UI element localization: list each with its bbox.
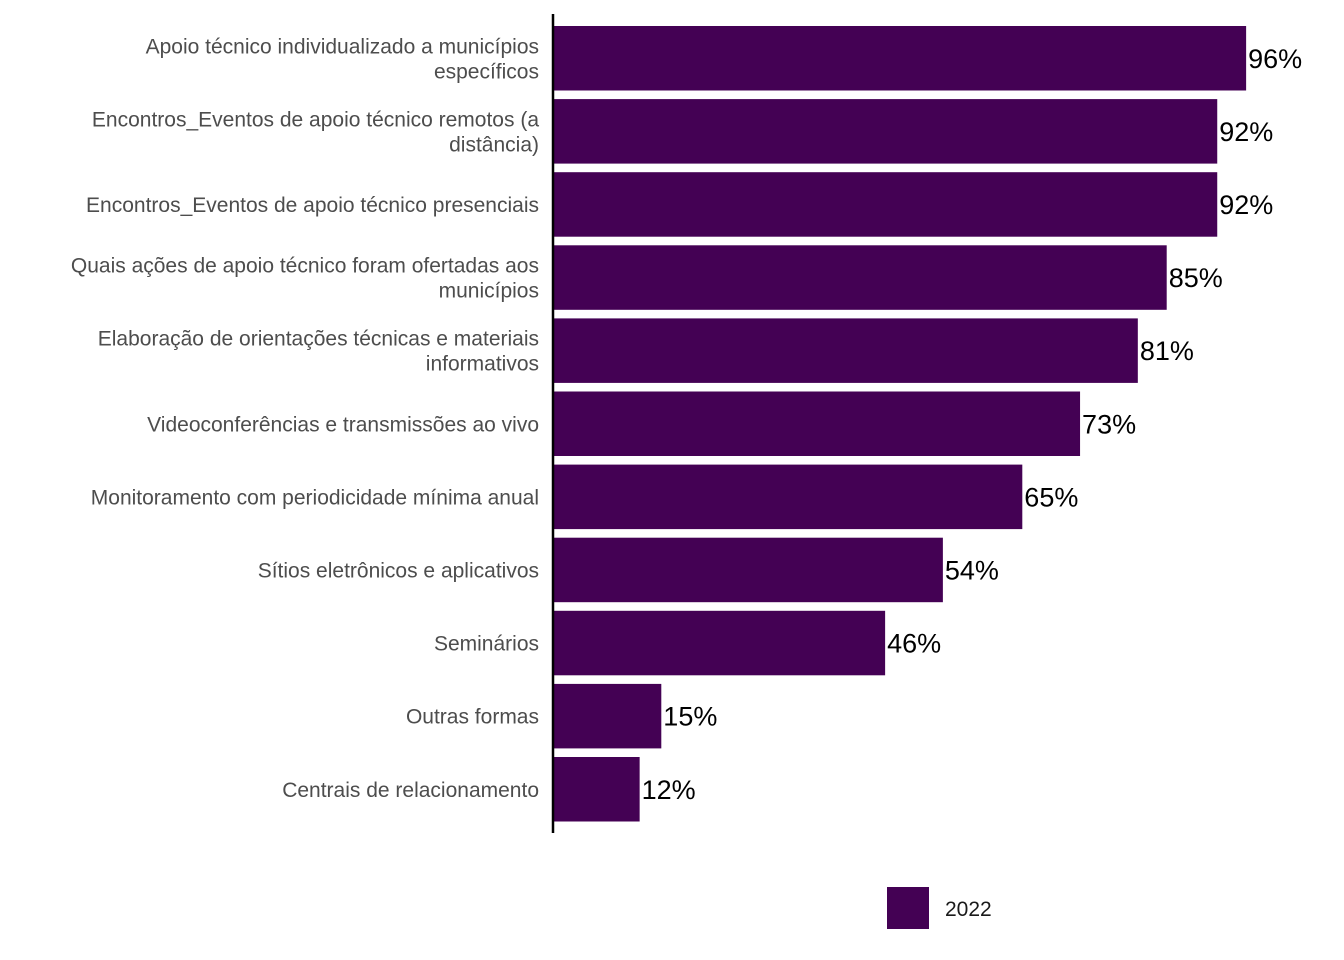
category-label: Centrais de relacionamento: [282, 779, 539, 802]
value-label: 92%: [1219, 117, 1273, 147]
bar: [553, 26, 1247, 91]
category-label: Sítios eletrônicos e aplicativos: [258, 559, 539, 582]
bar: [553, 318, 1138, 383]
category-label: Quais ações de apoio técnico foram ofert…: [71, 255, 539, 303]
category-label: Encontros_Eventos de apoio técnico prese…: [86, 194, 539, 217]
value-label: 15%: [663, 702, 717, 732]
legend: 2022: [887, 887, 992, 929]
value-label: 54%: [945, 555, 999, 585]
value-label: 46%: [887, 629, 941, 659]
category-label: Apoio técnico individualizado a municípi…: [146, 35, 539, 83]
value-label: 81%: [1140, 336, 1194, 366]
category-label-line: Elaboração de orientações técnicas e mat…: [98, 328, 539, 351]
category-label-line: distância): [449, 133, 539, 156]
bar: [553, 683, 662, 749]
category-label-line: Seminários: [434, 633, 539, 656]
category-label: Videoconferências e transmissões ao vivo: [147, 413, 539, 436]
category-label: Monitoramento com periodicidade mínima a…: [91, 486, 539, 509]
category-label-line: Centrais de relacionamento: [282, 779, 539, 802]
category-label: Elaboração de orientações técnicas e mat…: [98, 328, 539, 376]
legend-label: 2022: [945, 898, 992, 921]
category-label: Outras formas: [406, 706, 539, 729]
bar: [553, 537, 943, 603]
category-label-line: informativos: [426, 353, 539, 376]
legend-swatch: [887, 887, 929, 929]
category-label-line: Encontros_Eventos de apoio técnico prese…: [86, 194, 539, 217]
category-label-line: específicos: [434, 60, 539, 83]
bars: [553, 26, 1247, 822]
bar: [553, 464, 1023, 530]
value-label: 12%: [642, 775, 696, 805]
value-label: 96%: [1248, 44, 1302, 74]
bar: [553, 245, 1167, 310]
category-label-line: municípios: [439, 280, 539, 303]
bar: [553, 172, 1218, 237]
bar: [553, 757, 640, 822]
category-label: Seminários: [434, 633, 539, 656]
category-label-line: Videoconferências e transmissões ao vivo: [147, 413, 539, 436]
category-label-line: Apoio técnico individualizado a municípi…: [146, 35, 539, 58]
category-label-line: Quais ações de apoio técnico foram ofert…: [71, 255, 539, 278]
category-labels: Apoio técnico individualizado a municípi…: [71, 35, 539, 802]
category-label-line: Outras formas: [406, 706, 539, 729]
bar: [553, 99, 1218, 164]
bar: [553, 391, 1081, 456]
category-label-line: Encontros_Eventos de apoio técnico remot…: [92, 108, 539, 131]
category-label-line: Monitoramento com periodicidade mínima a…: [91, 486, 539, 509]
value-label: 65%: [1024, 482, 1078, 512]
bar: [553, 610, 886, 676]
category-label: Encontros_Eventos de apoio técnico remot…: [92, 108, 539, 156]
value-label: 73%: [1082, 409, 1136, 439]
category-label-line: Sítios eletrônicos e aplicativos: [258, 559, 539, 582]
value-label: 85%: [1169, 263, 1223, 293]
value-label: 92%: [1219, 190, 1273, 220]
value-labels: 96% 92% 92% 85% 81% 73% 65% 54% 46% 15% 12%: [642, 44, 1303, 805]
